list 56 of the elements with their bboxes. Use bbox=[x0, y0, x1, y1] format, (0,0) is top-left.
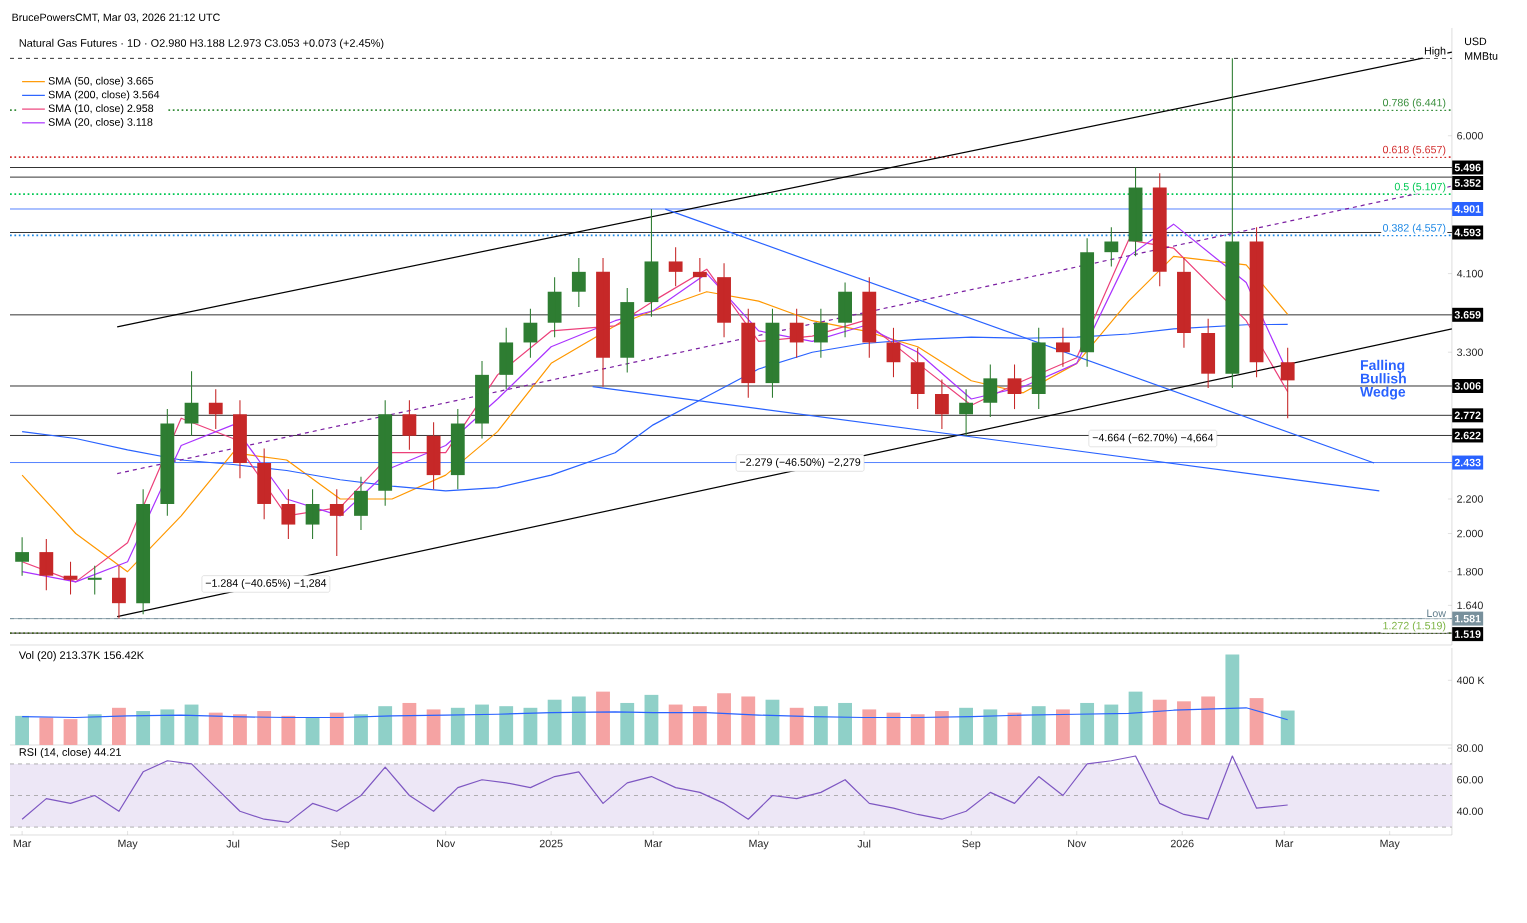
chart-title: RSI (14, close) 44.21 bbox=[19, 747, 121, 759]
x-tick-label: Mar bbox=[1275, 839, 1294, 848]
legend-label: SMA (10, close) 2.958 bbox=[48, 104, 154, 115]
ref-line-label: 5.496 bbox=[1454, 163, 1481, 172]
annotation: −4.664 (−62.70%) −4,664 bbox=[1092, 433, 1214, 444]
ref-line-label: 2.433 bbox=[1454, 458, 1481, 467]
x-tick-label: May bbox=[118, 839, 138, 850]
x-tick-label: Nov bbox=[1068, 839, 1087, 848]
y-tick-label: 2.200 bbox=[1457, 495, 1483, 503]
x-tick-label: Mar bbox=[644, 839, 663, 848]
y-tick-label: 2.000 bbox=[1457, 529, 1483, 538]
annotation: Falling Bullish Wedge bbox=[1360, 359, 1406, 400]
ref-line-label: 5.352 bbox=[1454, 179, 1481, 187]
legend-label: SMA (200, close) 3.564 bbox=[48, 90, 160, 101]
x-tick-label: Jul bbox=[226, 839, 240, 848]
chart-title: Vol (20) 213.37K 156.42K bbox=[18, 651, 144, 662]
y-tick-label: 400 K bbox=[1456, 676, 1485, 685]
ref-line-label: 4.901 bbox=[1454, 205, 1481, 213]
y-tick-label: 6.000 bbox=[1457, 131, 1483, 140]
ref-line-label: 0.382 (4.557) bbox=[1382, 223, 1446, 234]
y-tick-label: 1.800 bbox=[1457, 567, 1483, 576]
x-tick-label: May bbox=[1380, 839, 1400, 850]
ref-line-label: 2.622 bbox=[1454, 431, 1481, 440]
x-tick-label: Nov bbox=[437, 839, 456, 848]
ref-line-label: 1.272 (1.519) bbox=[1383, 621, 1446, 632]
text: Natural Gas Futures · 1D · O2.980 H3.188 L2.973 C3.053 +0.073 (+2.45%) bbox=[19, 38, 384, 50]
x-tick-label: Jul bbox=[857, 839, 871, 848]
annotation: −1.284 (−40.65%) −1,284 bbox=[205, 578, 327, 589]
x-tick-label: 2025 bbox=[539, 839, 563, 848]
ref-line-label: Low bbox=[1427, 609, 1447, 618]
x-tick-label: Sep bbox=[962, 839, 981, 850]
y-tick-label: 60.00 bbox=[1457, 775, 1483, 784]
chart-subtitle: BrucePowersCMT, Mar 03, 2026 21:12 UTC bbox=[12, 13, 220, 23]
ref-line-label: High bbox=[1424, 46, 1446, 57]
y-tick-label: 3.300 bbox=[1457, 348, 1483, 356]
x-tick-label: May bbox=[749, 839, 769, 850]
ref-line-label: 0.786 (6.441) bbox=[1382, 98, 1446, 109]
ref-line-label: 3.659 bbox=[1454, 311, 1481, 319]
ref-line-label: 2.772 bbox=[1454, 411, 1481, 420]
y-tick-label: 80.00 bbox=[1457, 744, 1483, 752]
legend-label: SMA (20, close) 3.118 bbox=[48, 117, 153, 128]
x-tick-label: Sep bbox=[331, 839, 350, 850]
legend-label: SMA (50, close) 3.665 bbox=[48, 76, 154, 87]
x-tick-label: Mar bbox=[13, 839, 32, 848]
ref-line-label: 3.006 bbox=[1454, 382, 1481, 390]
annotation: −2.279 (−46.50%) −2,279 bbox=[740, 458, 861, 468]
ref-line-label: 1.581 bbox=[1455, 614, 1481, 623]
ref-line-label: 1.519 bbox=[1455, 630, 1481, 638]
y-tick-label: 40.00 bbox=[1456, 807, 1483, 816]
ref-line-label: 0.5 (5.107) bbox=[1394, 182, 1446, 193]
y-tick-label: 4.100 bbox=[1456, 269, 1483, 278]
y-axis-title: USD MMBtu bbox=[1465, 37, 1498, 60]
y-tick-label: 1.640 bbox=[1457, 601, 1483, 610]
ref-line-label: 4.593 bbox=[1454, 228, 1481, 237]
ref-line-label: 0.618 (5.657) bbox=[1382, 145, 1446, 156]
x-tick-label: 2026 bbox=[1170, 839, 1194, 848]
